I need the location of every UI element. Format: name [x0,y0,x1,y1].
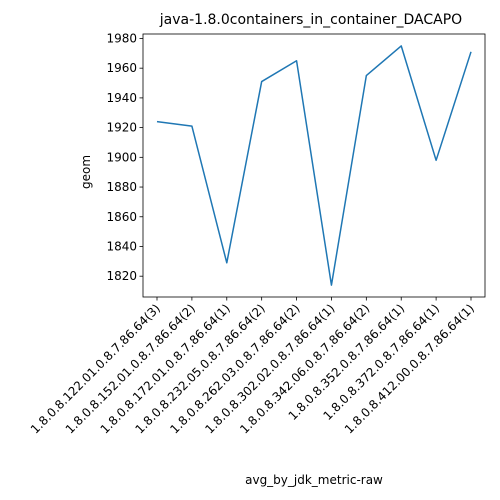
x-tick-label: 1.8.0.8.412.00.0.8.7.86.64(1) [342,301,477,436]
x-tick-label: 1.8.0.8.302.02.0.8.7.86.64(1) [202,301,337,436]
y-tick-label: 1840 [106,239,137,253]
chart-title: java-1.8.0containers_in_container_DACAPO [159,12,462,28]
y-tick-label: 1860 [106,210,137,224]
y-tick-label: 1920 [106,121,137,135]
x-axis-label: avg_by_jdk_metric-raw [245,473,383,487]
axes-frame [142,33,486,298]
y-axis: 1820 1840 1860 1880 1900 1920 1940 1960 1980 [106,31,143,283]
y-tick-label: 1940 [106,91,137,105]
x-tick-label: 1.8.0.8.262.03.0.8.7.86.64(2) [167,301,302,436]
plot-area [142,33,486,298]
x-axis: 1.8.0.8.122.01.0.8.7.86.64(3)1.8.0.8.152… [28,297,477,437]
y-tick-label: 1820 [106,269,137,283]
series-line-0 [156,45,472,286]
y-axis-label: geom [79,155,93,189]
y-tick-label: 1900 [106,150,137,164]
y-tick-label: 1960 [106,61,137,75]
y-tick-label: 1880 [106,180,137,194]
y-tick-label: 1980 [106,31,137,45]
